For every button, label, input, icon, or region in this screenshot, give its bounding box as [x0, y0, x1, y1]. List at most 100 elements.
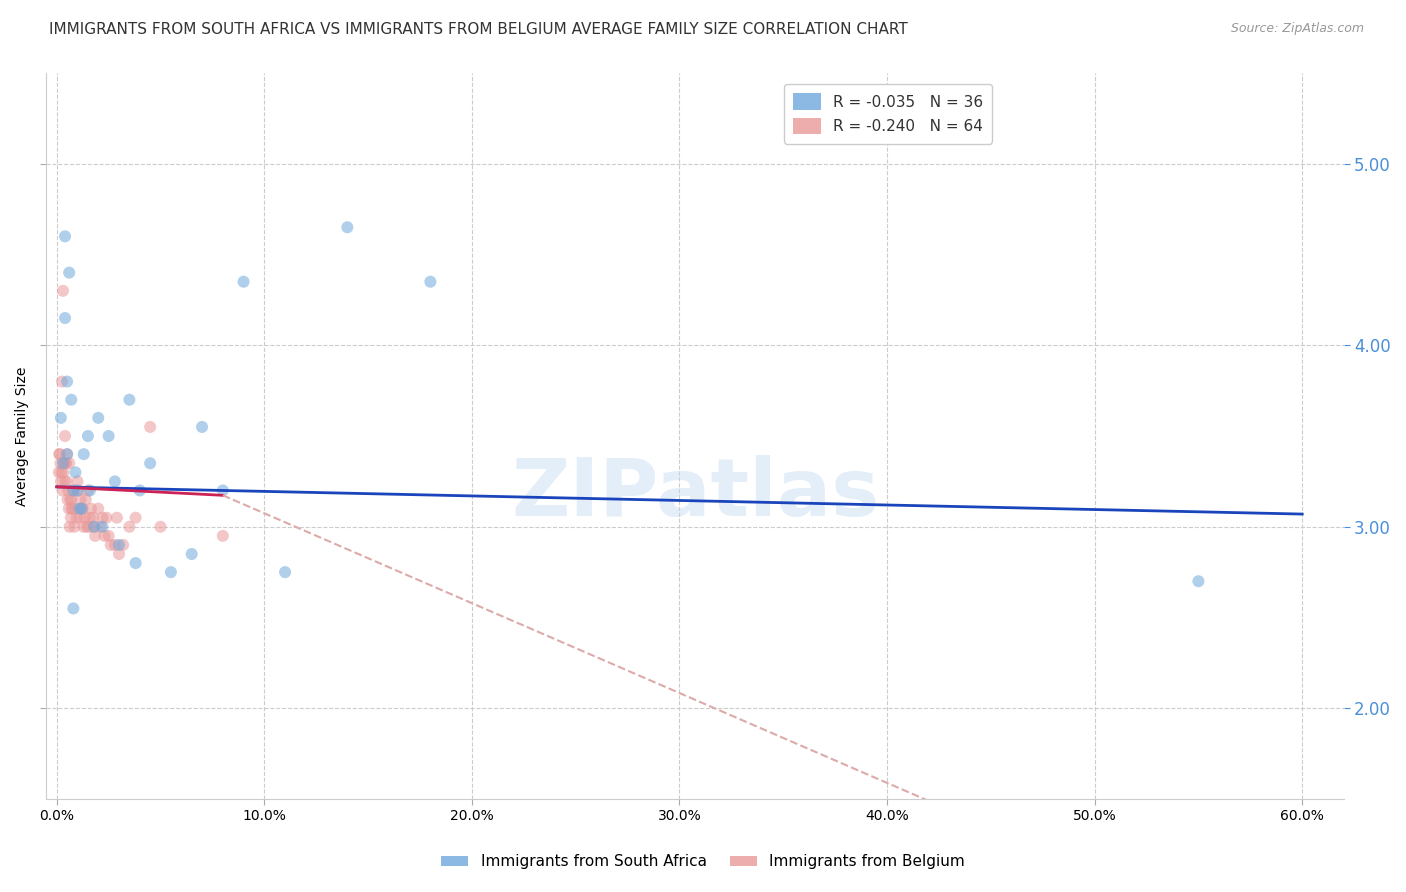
Point: [73, 520, 96, 534]
Point: [274, 565, 297, 579]
Point: [1187, 574, 1209, 589]
Point: [84, 529, 107, 543]
Point: [91, 520, 114, 534]
Point: [69, 501, 91, 516]
Text: ZIPatlas: ZIPatlas: [510, 455, 879, 533]
Point: [96, 510, 118, 524]
Point: [66, 475, 89, 489]
Point: [100, 538, 122, 552]
Point: [55, 456, 77, 470]
Point: [83, 520, 105, 534]
Point: [56, 447, 79, 461]
Point: [53, 475, 76, 489]
Point: [76, 520, 98, 534]
Point: [48, 447, 70, 461]
Point: [56, 483, 79, 498]
Point: [51, 375, 73, 389]
Point: [53, 456, 76, 470]
Point: [160, 565, 183, 579]
Point: [191, 420, 214, 434]
Point: [75, 492, 97, 507]
Point: [58, 501, 80, 516]
Legend: R = -0.035   N = 36, R = -0.240   N = 64: R = -0.035 N = 36, R = -0.240 N = 64: [785, 84, 993, 144]
Point: [124, 556, 146, 570]
Point: [108, 547, 131, 561]
Point: [52, 284, 75, 298]
Point: [97, 429, 120, 443]
Point: [93, 529, 115, 543]
Text: IMMIGRANTS FROM SOUTH AFRICA VS IMMIGRANTS FROM BELGIUM AVERAGE FAMILY SIZE CORR: IMMIGRANTS FROM SOUTH AFRICA VS IMMIGRAN…: [49, 22, 908, 37]
Point: [105, 510, 128, 524]
Point: [77, 520, 100, 534]
Point: [104, 475, 127, 489]
Point: [89, 520, 111, 534]
Point: [180, 547, 202, 561]
Point: [55, 456, 77, 470]
Point: [65, 510, 87, 524]
Point: [69, 510, 91, 524]
Point: [51, 483, 73, 498]
Point: [49, 475, 72, 489]
Point: [77, 429, 100, 443]
Point: [97, 529, 120, 543]
Point: [87, 410, 110, 425]
Point: [149, 520, 172, 534]
Point: [211, 483, 233, 498]
Point: [58, 266, 80, 280]
Point: [56, 375, 79, 389]
Point: [62, 483, 84, 498]
Point: [60, 492, 83, 507]
Point: [118, 520, 141, 534]
Point: [60, 501, 83, 516]
Point: [52, 456, 75, 470]
Point: [70, 501, 93, 516]
Point: [232, 275, 254, 289]
Point: [87, 501, 110, 516]
Point: [49, 410, 72, 425]
Point: [59, 520, 82, 534]
Point: [70, 501, 93, 516]
Point: [419, 275, 441, 289]
Text: Source: ZipAtlas.com: Source: ZipAtlas.com: [1230, 22, 1364, 36]
Point: [56, 447, 79, 461]
Point: [49, 447, 72, 461]
Point: [60, 501, 83, 516]
Point: [336, 220, 359, 235]
Point: [56, 492, 79, 507]
Point: [55, 475, 77, 489]
Y-axis label: Average Family Size: Average Family Size: [15, 367, 30, 506]
Point: [67, 483, 90, 498]
Point: [62, 601, 84, 615]
Point: [104, 538, 127, 552]
Point: [79, 510, 101, 524]
Point: [62, 483, 84, 498]
Point: [59, 510, 82, 524]
Point: [51, 466, 73, 480]
Point: [49, 456, 72, 470]
Point: [139, 456, 162, 470]
Point: [73, 510, 96, 524]
Point: [72, 501, 94, 516]
Point: [77, 483, 100, 498]
Point: [48, 466, 70, 480]
Point: [52, 466, 75, 480]
Point: [53, 429, 76, 443]
Point: [91, 510, 114, 524]
Point: [139, 420, 162, 434]
Point: [53, 229, 76, 244]
Point: [82, 510, 104, 524]
Point: [60, 392, 83, 407]
Point: [59, 492, 82, 507]
Point: [118, 392, 141, 407]
Point: [112, 538, 135, 552]
Point: [66, 483, 89, 498]
Point: [53, 311, 76, 326]
Point: [83, 520, 105, 534]
Point: [65, 466, 87, 480]
Point: [128, 483, 150, 498]
Point: [63, 520, 86, 534]
Legend: Immigrants from South Africa, Immigrants from Belgium: Immigrants from South Africa, Immigrants…: [434, 848, 972, 875]
Point: [108, 538, 131, 552]
Point: [73, 447, 96, 461]
Point: [211, 529, 233, 543]
